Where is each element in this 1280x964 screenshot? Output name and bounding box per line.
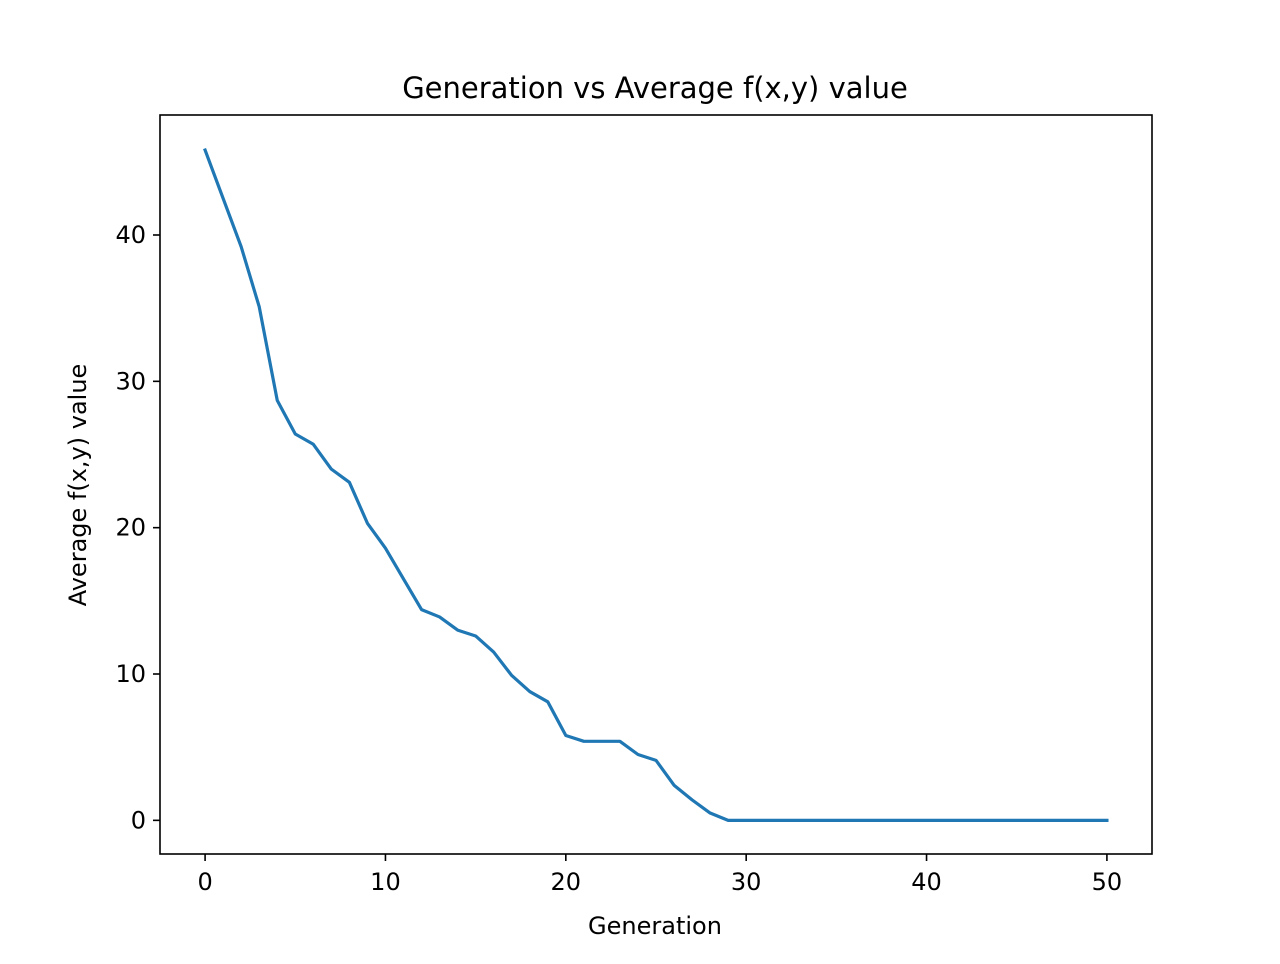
x-tick-label: 0 bbox=[197, 868, 212, 896]
x-tick-label: 20 bbox=[551, 868, 582, 896]
axes-frame bbox=[159, 114, 1153, 855]
axes: 0 10 20 30 40 50 0 10 20 30 40 bbox=[115, 114, 1153, 896]
y-tick-label: 20 bbox=[115, 514, 146, 542]
x-tick-label: 10 bbox=[370, 868, 401, 896]
x-tick-label: 40 bbox=[911, 868, 942, 896]
x-tick-label: 50 bbox=[1092, 868, 1123, 896]
series-layer bbox=[203, 148, 1109, 822]
y-axis-title: Average f(x,y) value bbox=[64, 364, 92, 607]
series-line-0 bbox=[203, 148, 1109, 822]
y-tick-label: 40 bbox=[115, 221, 146, 249]
x-tick-label: 30 bbox=[731, 868, 762, 896]
y-tick-label: 0 bbox=[131, 806, 146, 834]
x-axis-title: Generation bbox=[588, 912, 722, 940]
y-tick-label: 30 bbox=[115, 367, 146, 395]
plot-background bbox=[160, 115, 1152, 854]
plot-area bbox=[160, 115, 1152, 854]
y-tick-label: 10 bbox=[115, 660, 146, 688]
chart-title: Generation vs Average f(x,y) value bbox=[402, 71, 908, 105]
